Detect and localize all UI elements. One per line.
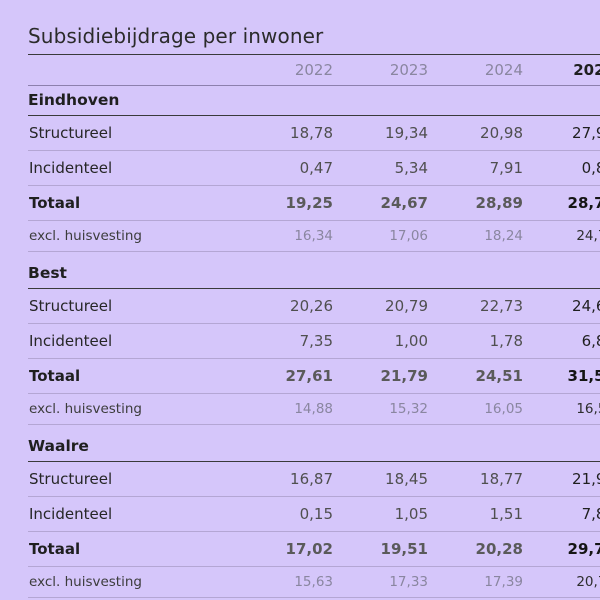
cell-2024: 18,24 — [429, 220, 524, 252]
cell-2025: 7,86 — [524, 496, 600, 532]
cell-2022: 27,61 — [239, 358, 334, 394]
cell-2022: 20,26 — [239, 288, 334, 324]
row-label: Totaal — [28, 531, 239, 567]
group-header-row: Eindhoven — [28, 85, 600, 116]
table-header-row: 2022 2023 2024 2025 — [28, 54, 600, 86]
row-label: excl. huisvesting — [28, 566, 239, 598]
cell-2025: 20,72 — [524, 566, 600, 598]
group-header-label: Best — [28, 259, 600, 289]
cell-2024: 20,28 — [429, 531, 524, 567]
cell-2022: 17,02 — [239, 531, 334, 567]
column-header-2023: 2023 — [334, 54, 429, 86]
cell-2022: 15,63 — [239, 566, 334, 598]
cell-2022: 19,25 — [239, 185, 334, 221]
row-label: excl. huisvesting — [28, 393, 239, 425]
table-header: 2022 2023 2024 2025 — [28, 54, 600, 86]
cell-2023: 24,67 — [334, 185, 429, 221]
cell-2025: 21,92 — [524, 461, 600, 497]
cell-2024: 24,51 — [429, 358, 524, 394]
cell-2022: 16,34 — [239, 220, 334, 252]
cell-2023: 20,79 — [334, 288, 429, 324]
cell-2024: 7,91 — [429, 150, 524, 186]
cell-2022: 14,88 — [239, 393, 334, 425]
row-label: excl. huisvesting — [28, 220, 239, 252]
cell-2023: 19,51 — [334, 531, 429, 567]
group-spacer-cell — [28, 425, 600, 433]
column-header-2024: 2024 — [429, 54, 524, 86]
page-title: Subsidiebijdrage per inwoner — [28, 24, 324, 48]
row-label: Incidenteel — [28, 323, 239, 359]
cell-2022: 0,15 — [239, 496, 334, 532]
cell-2024: 28,89 — [429, 185, 524, 221]
cell-2024: 1,78 — [429, 323, 524, 359]
group-header-row: Waalre — [28, 432, 600, 462]
cell-2025: 0,81 — [524, 150, 600, 186]
group-spacer — [28, 252, 600, 260]
cell-2024: 1,51 — [429, 496, 524, 532]
cell-2023: 17,06 — [334, 220, 429, 252]
group-spacer — [28, 425, 600, 433]
cell-2023: 18,45 — [334, 461, 429, 497]
cell-2023: 17,33 — [334, 566, 429, 598]
subsidy-table: 2022 2023 2024 2025 EindhovenStructureel… — [28, 54, 600, 598]
cell-2023: 5,34 — [334, 150, 429, 186]
row-label: Structureel — [28, 115, 239, 151]
row-label: Totaal — [28, 358, 239, 394]
cell-2024: 16,05 — [429, 393, 524, 425]
group-header-label: Eindhoven — [28, 85, 600, 116]
cell-2025: 29,78 — [524, 531, 600, 567]
row-label: Incidenteel — [28, 496, 239, 532]
cell-2022: 16,87 — [239, 461, 334, 497]
row-label: Structureel — [28, 461, 239, 497]
cell-2023: 1,05 — [334, 496, 429, 532]
cell-2022: 7,35 — [239, 323, 334, 359]
column-header-2022: 2022 — [239, 54, 334, 86]
cell-2025: 16,50 — [524, 393, 600, 425]
group-header-label: Waalre — [28, 432, 600, 462]
column-header-2025: 2025 — [524, 54, 600, 86]
cell-2025: 28,75 — [524, 185, 600, 221]
cell-2023: 19,34 — [334, 115, 429, 151]
cell-2025: 6,86 — [524, 323, 600, 359]
cell-2025: 24,73 — [524, 220, 600, 252]
cell-2025: 27,94 — [524, 115, 600, 151]
cell-2025: 24,69 — [524, 288, 600, 324]
cell-2023: 1,00 — [334, 323, 429, 359]
cell-2022: 0,47 — [239, 150, 334, 186]
cell-2024: 17,39 — [429, 566, 524, 598]
cell-2023: 21,79 — [334, 358, 429, 394]
row-label: Totaal — [28, 185, 239, 221]
row-label: Incidenteel — [28, 150, 239, 186]
group-header-row: Best — [28, 259, 600, 289]
row-label: Structureel — [28, 288, 239, 324]
table-body: EindhovenStructureel18,7819,3420,9827,94… — [28, 85, 600, 598]
column-header-label — [28, 54, 239, 86]
cell-2025: 31,55 — [524, 358, 600, 394]
cell-2023: 15,32 — [334, 393, 429, 425]
group-spacer-cell — [28, 252, 600, 260]
cell-2022: 18,78 — [239, 115, 334, 151]
cell-2024: 18,77 — [429, 461, 524, 497]
cell-2024: 20,98 — [429, 115, 524, 151]
cell-2024: 22,73 — [429, 288, 524, 324]
